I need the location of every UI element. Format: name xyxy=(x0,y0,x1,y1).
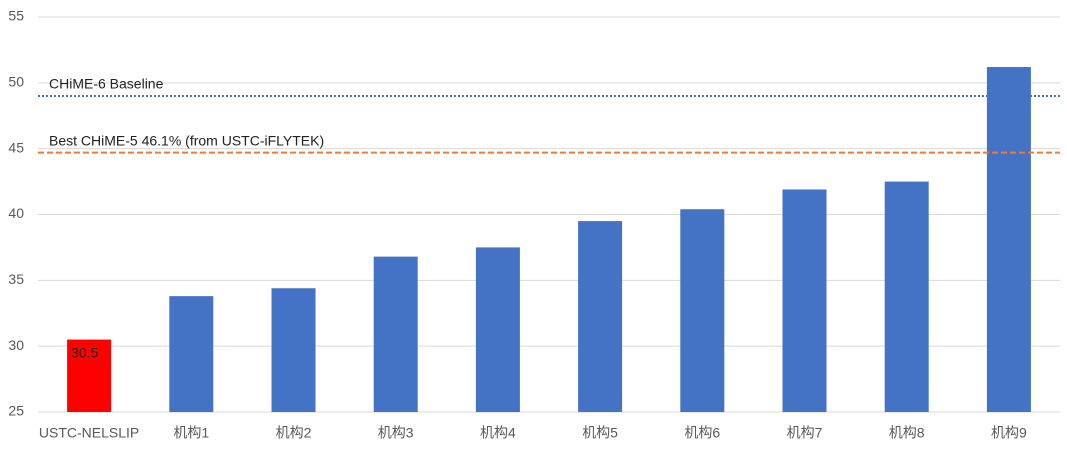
data-label: 30.5 xyxy=(71,344,98,360)
reference-label: Best CHiME-5 46.1% (from USTC-iFLYTEK) xyxy=(49,132,324,148)
bar xyxy=(986,67,1031,413)
y-tick-label: 50 xyxy=(8,74,24,90)
reference-label: CHiME-6 Baseline xyxy=(49,76,164,92)
x-tick-label: 机构6 xyxy=(684,425,720,441)
x-tick-label: USTC-NELSLIP xyxy=(39,425,139,441)
x-tick-label: 机构9 xyxy=(991,425,1027,441)
bar xyxy=(169,296,214,412)
x-tick-label: 机构1 xyxy=(173,425,209,441)
x-tick-label: 机构3 xyxy=(378,425,414,441)
bar xyxy=(884,181,929,412)
y-tick-label: 25 xyxy=(8,403,24,419)
x-tick-label: 机构7 xyxy=(787,425,823,441)
x-tick-label: 机构5 xyxy=(582,425,618,441)
bar xyxy=(373,256,418,412)
bar xyxy=(578,221,623,412)
bar xyxy=(680,209,725,412)
bar xyxy=(271,288,316,412)
y-tick-label: 40 xyxy=(8,205,24,221)
y-tick-label: 45 xyxy=(8,139,24,155)
x-tick-label: 机构8 xyxy=(889,425,925,441)
bar xyxy=(475,247,520,412)
x-tick-label: 机构4 xyxy=(480,425,516,441)
bar xyxy=(67,339,112,412)
bar xyxy=(782,189,827,412)
x-tick-label: 机构2 xyxy=(276,425,312,441)
y-tick-label: 35 xyxy=(8,271,24,287)
y-tick-label: 55 xyxy=(8,8,24,24)
y-tick-label: 30 xyxy=(8,337,24,353)
